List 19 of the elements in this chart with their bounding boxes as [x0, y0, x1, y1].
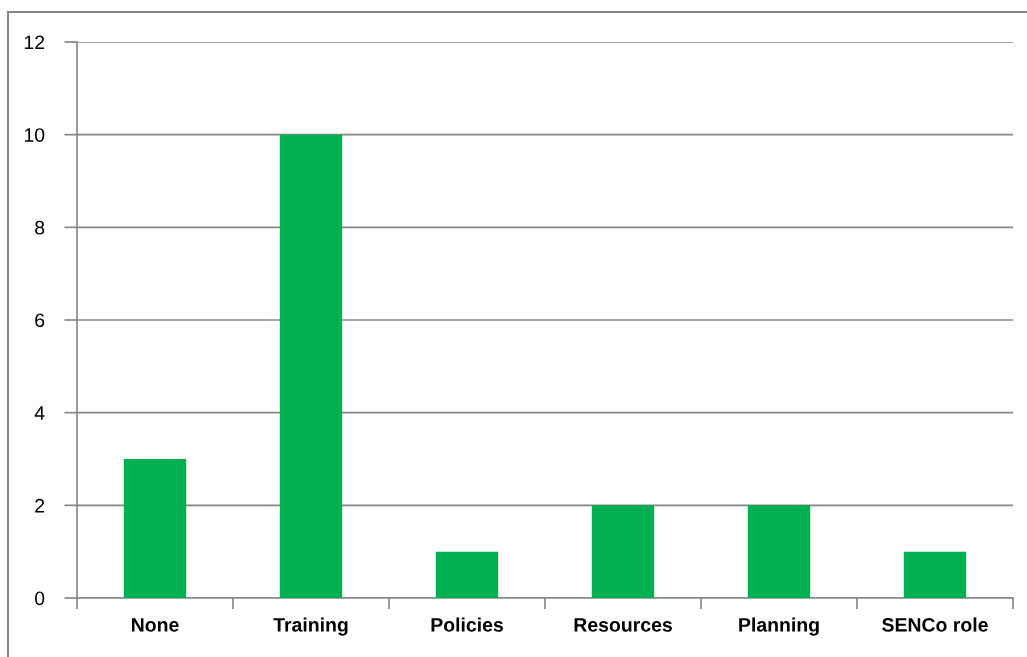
y-tick-label: 0: [35, 591, 45, 606]
x-tick-label: Planning: [739, 617, 819, 636]
y-tick-label: 8: [35, 220, 45, 235]
x-tick-label: Resources: [574, 618, 672, 632]
bar: [591, 505, 655, 598]
y-tick-label: 10: [24, 128, 45, 142]
y-tick-label: 12: [24, 35, 45, 50]
bar: [279, 134, 343, 598]
y-tick-label: 4: [34, 406, 45, 420]
bar: [123, 459, 187, 598]
bar: [747, 505, 811, 598]
x-tick-label: Training: [273, 617, 348, 636]
y-tick-label: 2: [35, 498, 45, 513]
x-tick-label: Policies: [431, 617, 503, 632]
bar: [435, 551, 499, 598]
x-tick-label: None: [132, 618, 179, 632]
x-tick-label: SENCo role: [882, 617, 988, 632]
y-tick-label: 6: [35, 313, 45, 328]
bar: [903, 551, 967, 598]
